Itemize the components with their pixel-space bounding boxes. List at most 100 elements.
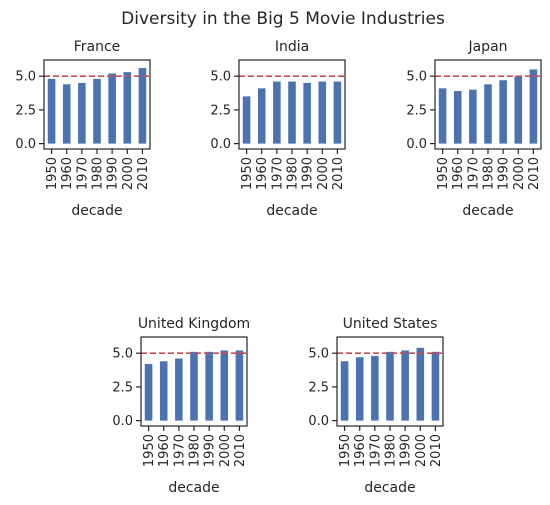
- x-tick-label: 1990: [399, 434, 414, 467]
- bar: [438, 88, 447, 144]
- bar: [235, 350, 244, 421]
- subplot-title: India: [275, 39, 309, 55]
- bar: [386, 351, 394, 421]
- bar: [62, 84, 71, 144]
- y-tick-label: 5.0: [308, 347, 329, 362]
- x-tick-label: 1970: [172, 434, 187, 467]
- y-tick-label: 0.0: [112, 414, 133, 429]
- y-tick-label: 0.0: [210, 137, 231, 152]
- y-tick-label: 2.5: [406, 103, 427, 118]
- bar: [484, 84, 492, 144]
- subplot-title: France: [74, 39, 121, 55]
- x-axis-label: decade: [462, 203, 513, 219]
- bar: [431, 351, 440, 421]
- x-tick-label: 2010: [233, 434, 248, 467]
- x-tick-label: 1980: [286, 157, 301, 190]
- x-tick-label: 1960: [451, 157, 466, 190]
- x-tick-label: 1990: [203, 434, 218, 467]
- x-tick-label: 1970: [270, 157, 285, 190]
- x-tick-label: 1960: [157, 434, 172, 467]
- bar: [93, 78, 101, 144]
- x-tick-label: 2000: [414, 434, 429, 467]
- bar: [499, 80, 507, 144]
- x-tick-label: 2000: [121, 157, 136, 190]
- bar: [123, 72, 132, 144]
- bar: [138, 68, 147, 144]
- x-tick-label: 1950: [240, 157, 255, 190]
- x-tick-label: 1980: [188, 434, 203, 467]
- y-tick-label: 5.0: [210, 70, 231, 85]
- x-axis-label: decade: [364, 480, 415, 496]
- x-tick-label: 1990: [301, 157, 316, 190]
- y-tick-label: 5.0: [15, 70, 36, 85]
- bar: [514, 76, 523, 144]
- subplot-title: United States: [343, 316, 438, 332]
- x-tick-label: 1990: [106, 157, 121, 190]
- bar: [108, 73, 116, 144]
- x-tick-label: 1980: [384, 434, 399, 467]
- x-tick-label: 1950: [45, 157, 60, 190]
- bar: [453, 91, 462, 144]
- x-axis-label: decade: [71, 203, 122, 219]
- bar: [469, 89, 477, 144]
- bar: [159, 361, 168, 421]
- bar: [288, 81, 296, 144]
- bar: [401, 350, 409, 421]
- x-tick-label: 1970: [75, 157, 90, 190]
- x-axis-label: decade: [266, 203, 317, 219]
- bar: [257, 88, 266, 144]
- y-tick-label: 0.0: [15, 137, 36, 152]
- x-tick-label: 1950: [338, 434, 353, 467]
- x-axis-label: decade: [168, 480, 219, 496]
- bar: [47, 78, 56, 144]
- x-tick-label: 2000: [218, 434, 233, 467]
- x-tick-label: 1960: [255, 157, 270, 190]
- y-tick-label: 2.5: [15, 103, 36, 118]
- bar: [529, 69, 538, 144]
- bar: [242, 96, 251, 144]
- x-tick-label: 2010: [429, 434, 444, 467]
- subplot-united-kingdom: United Kingdom 0.0 2.5 5.0 1950 1960 1970 1980 1…: [112, 316, 250, 496]
- bar: [355, 357, 364, 421]
- x-tick-label: 2010: [331, 157, 346, 190]
- bar: [340, 361, 349, 421]
- bar: [318, 81, 327, 144]
- x-tick-label: 1970: [466, 157, 481, 190]
- bar: [303, 82, 311, 144]
- x-tick-label: 1950: [436, 157, 451, 190]
- subplot-france: France 0.0 2.5 5.0 1950 1960 1970 1980 1990 2000 2…: [15, 39, 151, 219]
- bar: [273, 81, 281, 144]
- y-tick-label: 2.5: [210, 103, 231, 118]
- bar: [175, 358, 183, 421]
- bar: [416, 347, 425, 421]
- subplot-title: Japan: [467, 39, 507, 55]
- x-tick-label: 1970: [368, 434, 383, 467]
- bar: [333, 81, 342, 144]
- subplot-japan: Japan 0.0 2.5 5.0 1950 1960 1970 1980 1990 2000 20…: [406, 39, 542, 219]
- subplot-title: United Kingdom: [138, 316, 250, 332]
- bar: [205, 351, 213, 421]
- bar: [371, 355, 379, 421]
- figure-title: Diversity in the Big 5 Movie Industries: [121, 9, 445, 29]
- x-tick-label: 1990: [497, 157, 512, 190]
- x-tick-label: 1960: [353, 434, 368, 467]
- x-tick-label: 2000: [316, 157, 331, 190]
- bar: [144, 363, 153, 421]
- y-tick-label: 0.0: [308, 414, 329, 429]
- y-tick-label: 2.5: [112, 380, 133, 395]
- x-tick-label: 2010: [527, 157, 542, 190]
- x-tick-label: 1980: [482, 157, 497, 190]
- x-tick-label: 2000: [512, 157, 527, 190]
- x-tick-label: 1960: [60, 157, 75, 190]
- y-tick-label: 2.5: [308, 380, 329, 395]
- bar: [220, 350, 229, 421]
- subplot-india: India 0.0 2.5 5.0 1950 1960 1970 1980 1990 2000 20…: [210, 39, 346, 219]
- y-tick-label: 5.0: [112, 347, 133, 362]
- x-tick-label: 2010: [136, 157, 151, 190]
- bar: [78, 82, 86, 144]
- x-tick-label: 1980: [91, 157, 106, 190]
- y-tick-label: 5.0: [406, 70, 427, 85]
- y-tick-label: 0.0: [406, 137, 427, 152]
